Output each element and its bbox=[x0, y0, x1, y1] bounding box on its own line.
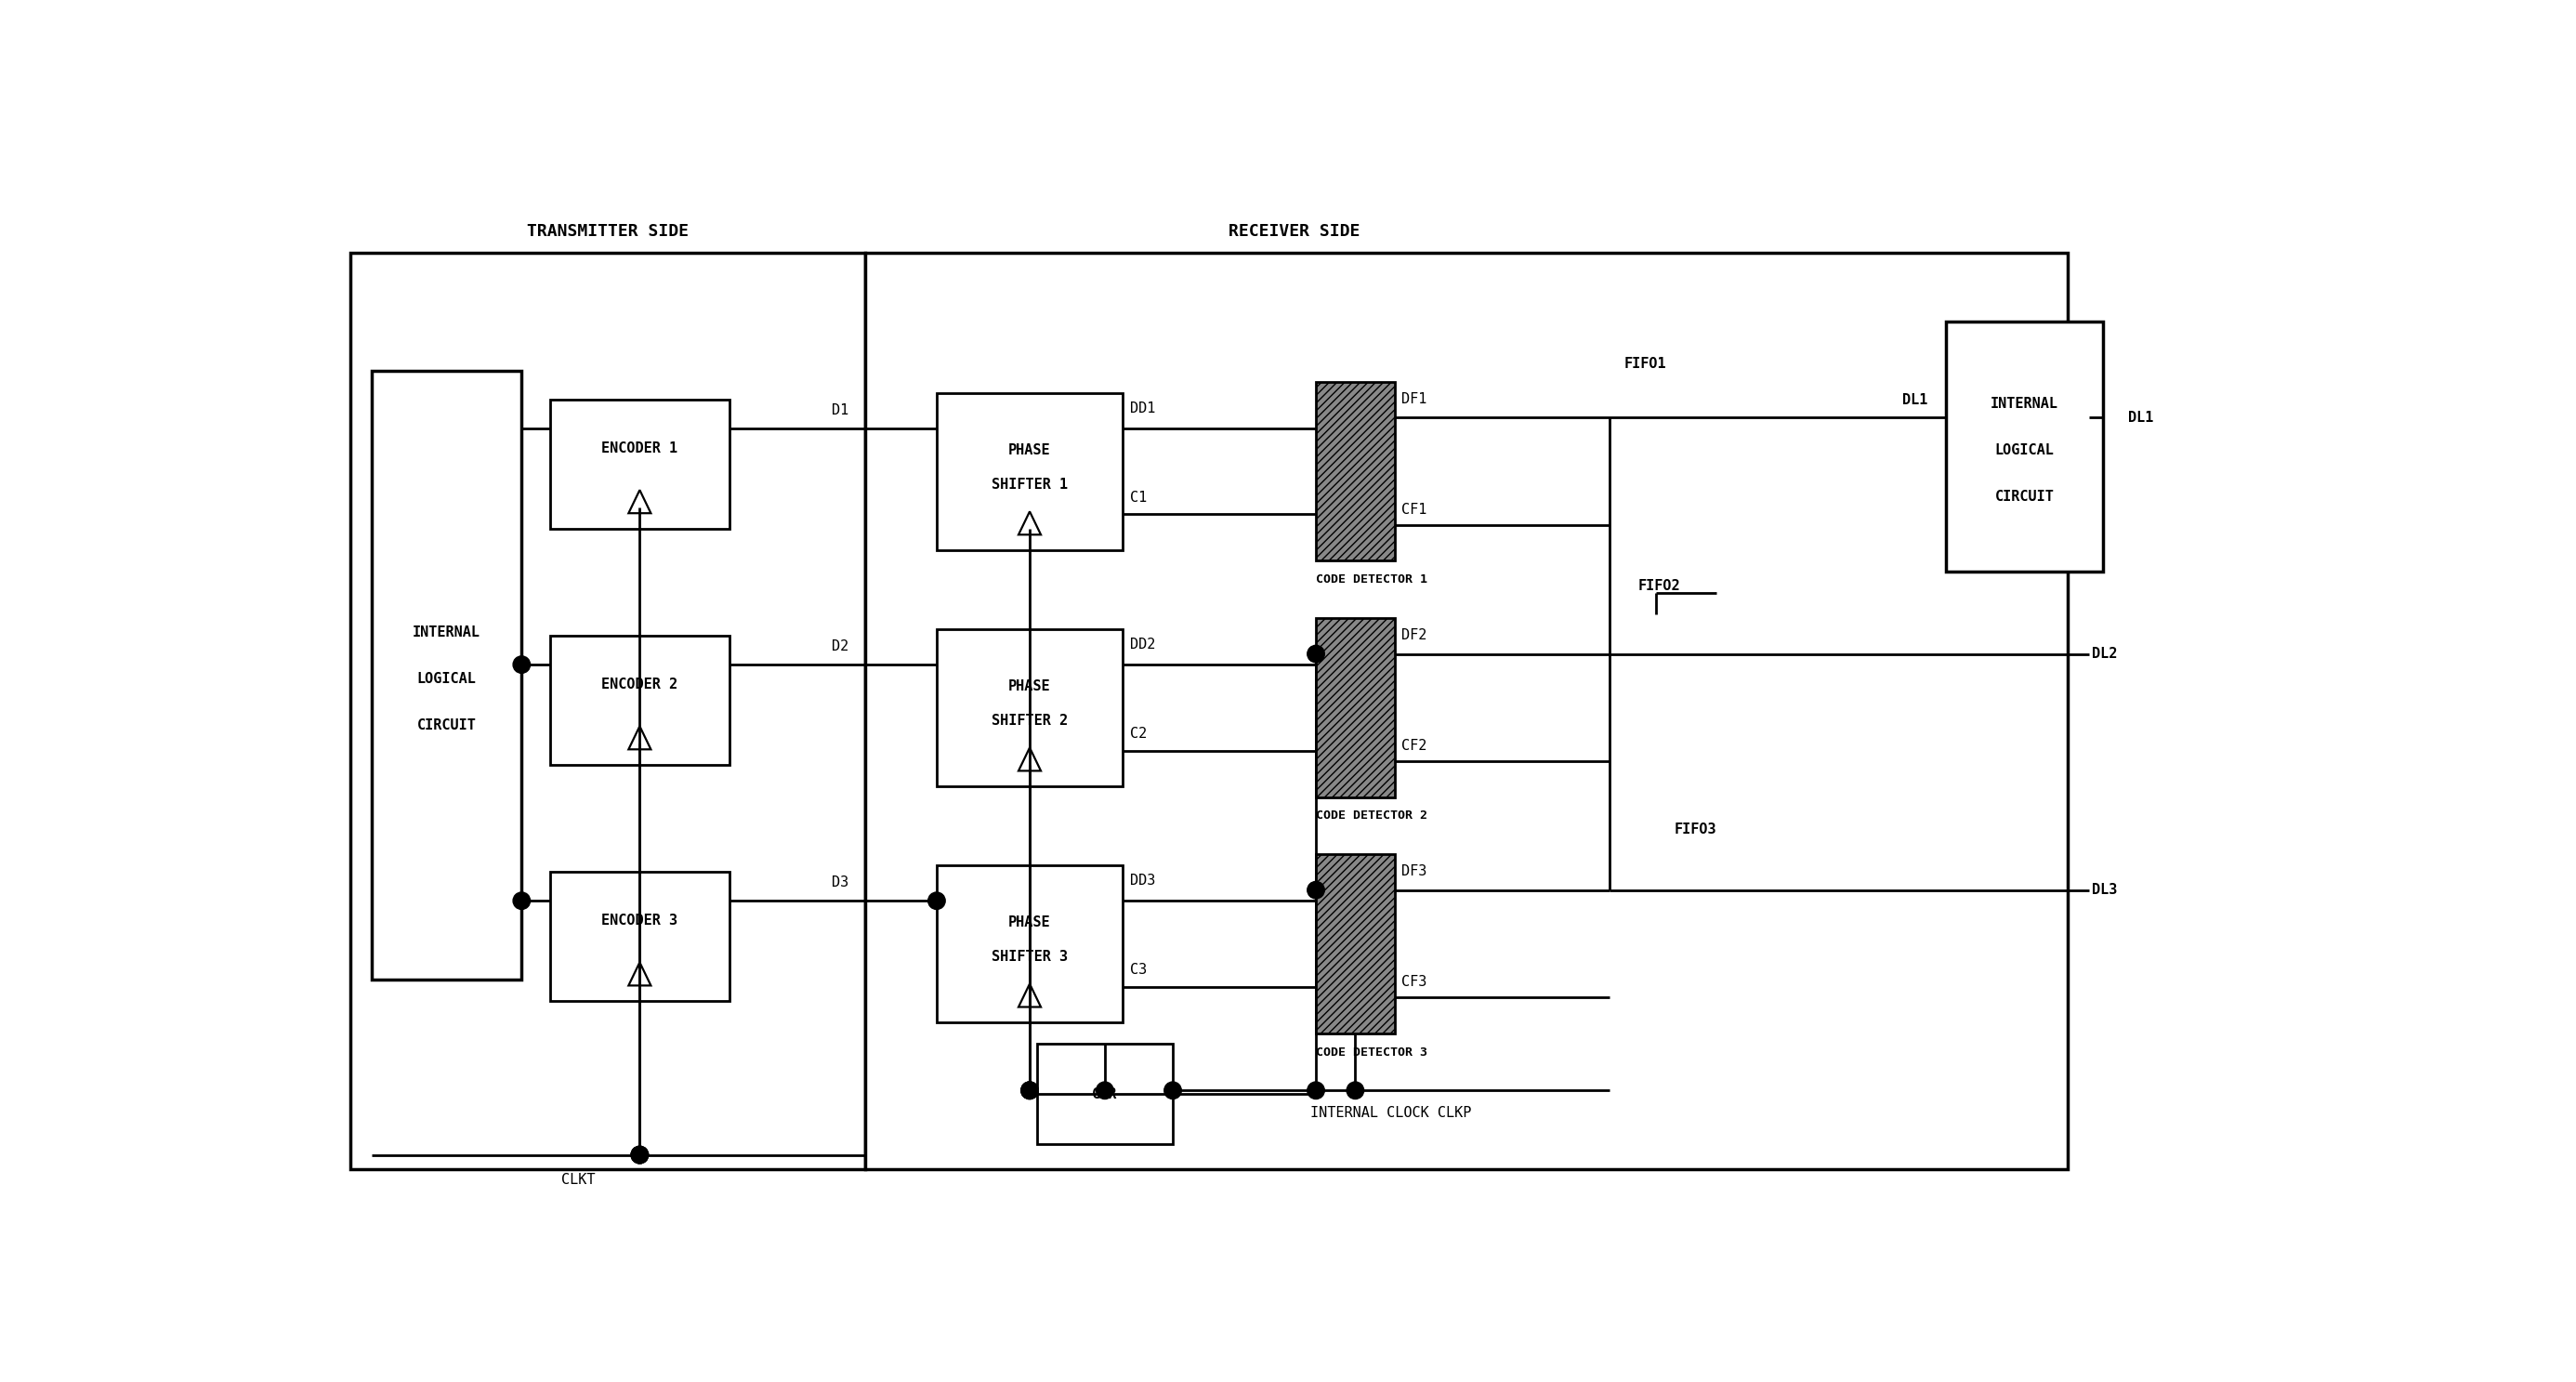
Text: PHASE: PHASE bbox=[1007, 444, 1051, 457]
Circle shape bbox=[513, 656, 531, 673]
Circle shape bbox=[631, 1146, 649, 1164]
Text: D1: D1 bbox=[832, 404, 848, 417]
Text: CODE DETECTOR 1: CODE DETECTOR 1 bbox=[1316, 574, 1427, 586]
Text: FIFO2: FIFO2 bbox=[1638, 579, 1680, 593]
Bar bbox=[1316, 381, 1394, 561]
Text: ENCODER 2: ENCODER 2 bbox=[603, 677, 677, 691]
Bar bbox=[551, 872, 729, 1001]
Text: SHIFTER 2: SHIFTER 2 bbox=[992, 713, 1069, 727]
Text: DD3: DD3 bbox=[1131, 873, 1154, 887]
Circle shape bbox=[1306, 882, 1324, 898]
Circle shape bbox=[1306, 1082, 1324, 1099]
Text: INTERNAL CLOCK CLKP: INTERNAL CLOCK CLKP bbox=[1311, 1107, 1471, 1121]
Text: FIFO3: FIFO3 bbox=[1674, 822, 1716, 836]
Bar bbox=[551, 399, 729, 529]
Text: CLKT: CLKT bbox=[562, 1173, 595, 1187]
Circle shape bbox=[513, 893, 531, 909]
Bar bbox=[350, 253, 866, 1169]
Text: C2: C2 bbox=[1131, 727, 1146, 741]
Text: C1: C1 bbox=[1131, 491, 1146, 504]
Bar bbox=[551, 636, 729, 764]
Text: CDR: CDR bbox=[1092, 1088, 1118, 1101]
Text: DL1: DL1 bbox=[1901, 392, 1927, 406]
Text: SHIFTER 1: SHIFTER 1 bbox=[992, 477, 1069, 491]
Bar bbox=[371, 372, 520, 980]
Text: CF1: CF1 bbox=[1401, 503, 1427, 517]
Circle shape bbox=[1164, 1082, 1182, 1099]
Bar bbox=[938, 865, 1123, 1023]
Text: D3: D3 bbox=[832, 876, 848, 890]
Text: CODE DETECTOR 2: CODE DETECTOR 2 bbox=[1316, 810, 1427, 822]
Bar bbox=[1945, 321, 2102, 572]
Text: C3: C3 bbox=[1131, 963, 1146, 977]
Bar bbox=[866, 253, 2069, 1169]
Circle shape bbox=[631, 1146, 649, 1164]
Circle shape bbox=[1347, 1082, 1363, 1099]
Circle shape bbox=[927, 893, 945, 909]
Text: CODE DETECTOR 3: CODE DETECTOR 3 bbox=[1316, 1046, 1427, 1059]
Text: CF3: CF3 bbox=[1401, 974, 1427, 988]
Bar bbox=[938, 392, 1123, 550]
Text: INTERNAL: INTERNAL bbox=[1991, 397, 2058, 410]
Bar bbox=[1316, 618, 1394, 797]
Circle shape bbox=[1020, 1082, 1038, 1099]
Circle shape bbox=[1306, 645, 1324, 662]
Text: LOGICAL: LOGICAL bbox=[417, 672, 477, 685]
Text: CIRCUIT: CIRCUIT bbox=[417, 719, 477, 732]
Text: SHIFTER 3: SHIFTER 3 bbox=[992, 949, 1069, 963]
Circle shape bbox=[631, 1146, 649, 1164]
Text: CF2: CF2 bbox=[1401, 739, 1427, 753]
Bar bbox=[1316, 854, 1394, 1034]
Circle shape bbox=[1020, 1082, 1038, 1099]
Bar bbox=[1036, 1043, 1172, 1144]
Text: ENCODER 3: ENCODER 3 bbox=[603, 914, 677, 927]
Text: FIFO1: FIFO1 bbox=[1623, 357, 1667, 370]
Text: PHASE: PHASE bbox=[1007, 679, 1051, 692]
Text: D2: D2 bbox=[832, 640, 848, 654]
Text: DL3: DL3 bbox=[2092, 883, 2117, 897]
Text: INTERNAL: INTERNAL bbox=[412, 626, 482, 640]
Bar bbox=[938, 629, 1123, 786]
Text: DF1: DF1 bbox=[1401, 392, 1427, 406]
Text: DL1: DL1 bbox=[2128, 410, 2154, 424]
Circle shape bbox=[1097, 1082, 1113, 1099]
Text: ENCODER 1: ENCODER 1 bbox=[603, 441, 677, 456]
Text: TRANSMITTER SIDE: TRANSMITTER SIDE bbox=[526, 224, 688, 240]
Text: PHASE: PHASE bbox=[1007, 915, 1051, 929]
Text: DF2: DF2 bbox=[1401, 629, 1427, 643]
Text: LOGICAL: LOGICAL bbox=[1994, 444, 2053, 457]
Text: DD1: DD1 bbox=[1131, 402, 1154, 416]
Text: RECEIVER SIDE: RECEIVER SIDE bbox=[1229, 224, 1360, 240]
Text: CIRCUIT: CIRCUIT bbox=[1994, 489, 2053, 503]
Circle shape bbox=[1020, 1082, 1038, 1099]
Text: DF3: DF3 bbox=[1401, 865, 1427, 879]
Text: DL2: DL2 bbox=[2092, 647, 2117, 661]
Text: DD2: DD2 bbox=[1131, 638, 1154, 652]
